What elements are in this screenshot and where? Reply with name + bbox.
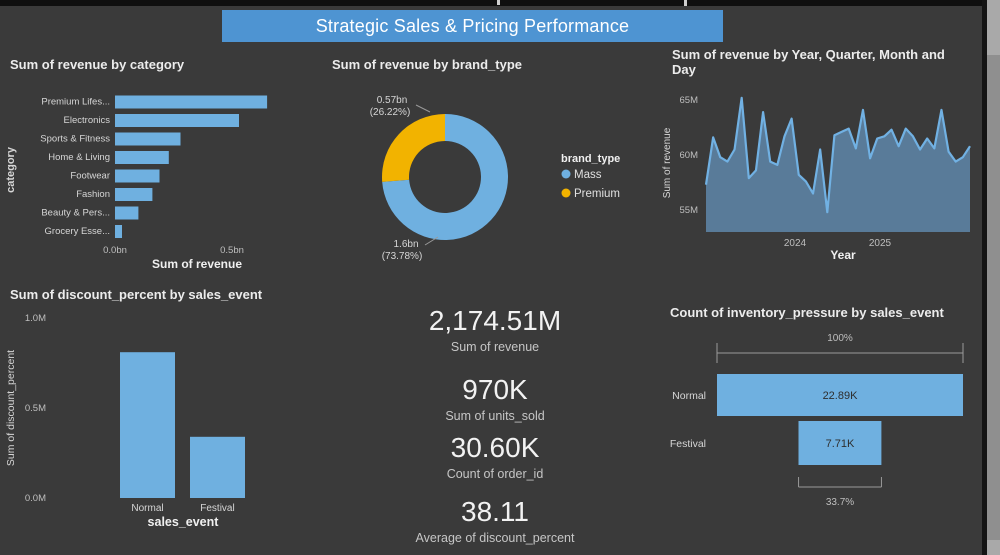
panel-revenue-by-brand-type: Sum of revenue by brand_type 0.57bn (26.2… <box>330 55 660 270</box>
category-bar-chart: Premium Lifes... Electronics Sports & Fitn… <box>5 95 268 271</box>
funnel-bar-value: 22.89K <box>823 390 859 402</box>
scrollbar[interactable] <box>987 0 1000 555</box>
bar[interactable] <box>115 188 153 201</box>
kpi-card-revenue: 2,174.51M Sum of revenue <box>330 305 660 355</box>
legend-item-label[interactable]: Mass <box>574 169 602 181</box>
chart-title: Sum of revenue by category <box>10 57 185 72</box>
kpi-value: 30.60K <box>450 432 540 463</box>
bar[interactable] <box>115 169 160 183</box>
category-axis-label: Fashion <box>76 189 110 200</box>
bar[interactable] <box>115 206 139 220</box>
kpi-label: Sum of revenue <box>450 340 540 354</box>
y-tick-label: 60M <box>680 150 699 161</box>
funnel-bar[interactable] <box>798 421 882 465</box>
kpi-value: 38.11 <box>461 496 529 527</box>
x-category-label: Festival <box>200 503 234 514</box>
panel-inventory-pressure-funnel: Count of inventory_pressure by sales_eve… <box>660 295 1000 525</box>
legend-item-label[interactable]: Premium <box>574 188 620 200</box>
kpi-card-avg-discount: 38.11 Average of discount_percent <box>330 496 660 546</box>
kpi-value: 2,174.51M <box>428 305 562 336</box>
panel-discount-by-sales-event: Sum of discount_percent by sales_event 1… <box>0 285 322 550</box>
x-tick-label: 0.5bn <box>220 245 244 256</box>
brand-type-donut-chart: 0.57bn(26.22%) 1.6bn(73.78%) brand_type Mas… <box>370 95 621 262</box>
funnel-bar[interactable] <box>717 374 963 416</box>
revenue-area-chart: 65M 60M 55M Sum of revenue 2024 2025 Year <box>662 95 971 262</box>
bar[interactable] <box>190 436 245 498</box>
bar[interactable] <box>115 225 122 238</box>
report-title: Strategic Sales & Pricing Performance <box>315 15 630 36</box>
slice-pct-label: (26.22%) <box>370 107 411 118</box>
funnel-bar-value: 7.71K <box>826 438 855 450</box>
scrollbar-track-top[interactable] <box>987 0 1000 55</box>
y-tick-label: 55M <box>680 205 699 216</box>
category-axis-label: Premium Lifes... <box>41 97 110 108</box>
scrollbar-track-bottom[interactable] <box>987 540 1000 555</box>
kpi-card-stack: 2,174.51M Sum of revenue 970K Sum of uni… <box>330 280 660 555</box>
x-category-label: Normal <box>131 503 163 514</box>
chart-title: Sum of discount_percent by sales_event <box>10 287 263 302</box>
kpi-value: 970K <box>462 374 528 405</box>
x-tick-label: 0.0bn <box>103 245 127 256</box>
y-tick-label: 0.5M <box>25 403 46 414</box>
category-axis-label: Home & Living <box>48 152 110 163</box>
donut-slice-premium[interactable] <box>382 114 445 182</box>
callout-line <box>415 104 431 113</box>
area-line[interactable] <box>704 96 971 214</box>
y-tick-label: 0.0M <box>25 493 46 504</box>
category-axis-label: Sports & Fitness <box>40 134 110 145</box>
window-edge-divider <box>982 0 987 555</box>
bar[interactable] <box>115 132 181 146</box>
panel-revenue-by-category: Sum of revenue by category Premium Lifes… <box>0 55 322 283</box>
funnel-category-label: Normal <box>672 390 706 402</box>
slice-value-label: 0.57bn <box>377 95 408 106</box>
bar[interactable] <box>115 95 268 109</box>
x-tick-label: 2024 <box>784 238 807 249</box>
category-axis-label: Electronics <box>64 115 111 126</box>
slice-value-label: 1.6bn <box>393 239 418 250</box>
inventory-pressure-funnel-chart: 100% 22.89K Normal 7.71K Festival 33.7% <box>670 333 964 508</box>
legend-swatch <box>561 169 571 179</box>
x-axis-title: Year <box>830 248 856 262</box>
top-edge-notch <box>684 0 687 6</box>
kpi-label: Sum of units_sold <box>445 409 545 423</box>
slice-pct-label: (73.78%) <box>382 251 423 262</box>
bar[interactable] <box>115 114 239 127</box>
kpi-card-units-sold: 970K Sum of units_sold <box>330 374 660 424</box>
chart-title: Sum of revenue by brand_type <box>332 57 522 72</box>
chart-title: Sum of revenue by Year, Quarter, Month a… <box>672 47 945 77</box>
y-axis-title: category <box>5 146 17 193</box>
bar[interactable] <box>120 352 175 498</box>
x-axis-title: sales_event <box>148 515 220 529</box>
funnel-top-pct-label: 100% <box>827 333 853 344</box>
funnel-bottom-pct-label: 33.7% <box>826 497 854 508</box>
legend-swatch <box>561 188 571 198</box>
panel-revenue-by-date: Sum of revenue by Year, Quarter, Month a… <box>660 45 1000 273</box>
y-tick-label: 1.0M <box>25 313 46 324</box>
category-axis-label: Grocery Esse... <box>45 226 110 237</box>
kpi-card-order-count: 30.60K Count of order_id <box>330 432 660 482</box>
top-edge-notch <box>497 0 500 5</box>
y-axis-title: Sum of revenue <box>662 127 673 198</box>
category-axis-label: Footwear <box>70 171 110 182</box>
y-axis-title: Sum of discount_percent <box>5 350 17 466</box>
chart-title: Count of inventory_pressure by sales_eve… <box>670 305 944 320</box>
area-fill[interactable] <box>706 97 970 232</box>
funnel-category-label: Festival <box>670 438 706 450</box>
legend-title: brand_type <box>561 153 620 165</box>
x-axis-title: Sum of revenue <box>152 257 242 271</box>
y-tick-label: 65M <box>680 95 699 106</box>
callout-line <box>424 236 439 246</box>
x-tick-label: 2025 <box>869 238 892 249</box>
category-axis-label: Beauty & Pers... <box>41 208 110 219</box>
kpi-label: Count of order_id <box>446 467 544 481</box>
kpi-label: Average of discount_percent <box>415 531 575 545</box>
top-edge-strip <box>0 0 1000 6</box>
bar[interactable] <box>115 151 169 164</box>
donut-slice-mass[interactable] <box>382 114 509 240</box>
report-title-banner: Strategic Sales & Pricing Performance <box>222 10 723 42</box>
